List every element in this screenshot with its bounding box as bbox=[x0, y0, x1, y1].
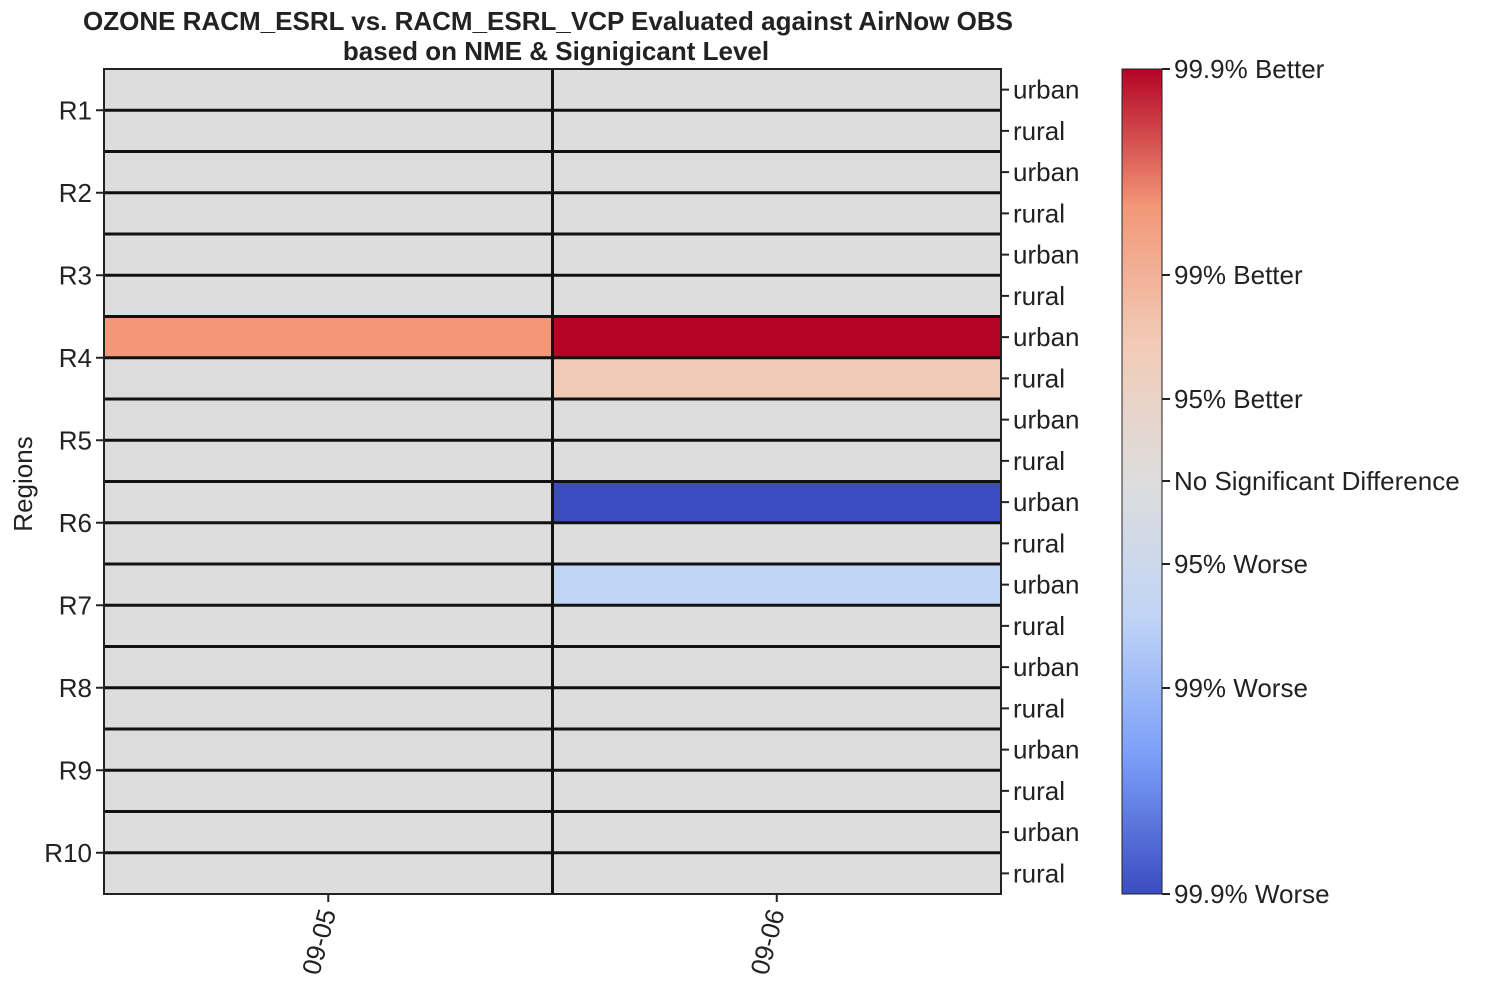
region-tick-label: R1 bbox=[59, 95, 92, 125]
chart-subtitle: based on NME & Signigicant Level bbox=[343, 36, 769, 66]
rowtype-tick-label: urban bbox=[1013, 322, 1080, 352]
chart-title: OZONE RACM_ESRL vs. RACM_ESRL_VCP Evalua… bbox=[83, 6, 1013, 36]
heatmap-cells bbox=[104, 69, 1001, 894]
colorbar-tick-label: 99.9% Better bbox=[1174, 54, 1325, 84]
rowtype-tick-label: rural bbox=[1013, 281, 1065, 311]
date-tick-label: 09-06 bbox=[744, 906, 790, 978]
heatmap-cell bbox=[552, 605, 1001, 647]
heatmap-cell bbox=[552, 522, 1001, 564]
rowtype-axis: urban rural urban rural urban rural urban rural… bbox=[1001, 75, 1080, 888]
colorbar-tick-label: 99.9% Worse bbox=[1174, 879, 1330, 909]
heatmap-cell bbox=[552, 687, 1001, 729]
rowtype-tick-label: rural bbox=[1013, 693, 1065, 723]
rowtype-tick-label: rural bbox=[1013, 611, 1065, 641]
heatmap-cell bbox=[552, 811, 1001, 853]
heatmap-cell bbox=[104, 605, 553, 647]
heatmap-cell bbox=[104, 522, 553, 564]
region-tick-label: R2 bbox=[59, 178, 92, 208]
heatmap-cell bbox=[552, 440, 1001, 482]
heatmap-cell bbox=[104, 110, 553, 152]
rowtype-tick-label: urban bbox=[1013, 240, 1080, 270]
colorbar-tick-label: 99% Better bbox=[1174, 260, 1303, 290]
heatmap-cell bbox=[104, 399, 553, 441]
heatmap-cell bbox=[552, 151, 1001, 193]
heatmap-gridlines bbox=[104, 69, 1001, 894]
y-axis-label: Regions bbox=[8, 436, 38, 531]
rowtype-tick-label: urban bbox=[1013, 75, 1080, 105]
region-tick-label: R10 bbox=[44, 838, 92, 868]
rowtype-tick-label: rural bbox=[1013, 528, 1065, 558]
rowtype-tick-label: urban bbox=[1013, 817, 1080, 847]
heatmap-cell bbox=[552, 110, 1001, 152]
colorbar-tick-label: 95% Better bbox=[1174, 384, 1303, 414]
heatmap-cell bbox=[552, 275, 1001, 317]
plot-frame bbox=[103, 68, 1002, 895]
heatmap-cell bbox=[104, 852, 553, 894]
heatmap-cell bbox=[104, 481, 553, 523]
heatmap-cell bbox=[104, 69, 553, 111]
heatmap-cell bbox=[552, 481, 1001, 523]
heatmap-cell bbox=[104, 192, 553, 234]
heatmap-cell bbox=[552, 316, 1001, 358]
heatmap-cell bbox=[104, 357, 553, 399]
heatmap-cell bbox=[104, 646, 553, 688]
heatmap-cell bbox=[552, 564, 1001, 606]
rowtype-tick-label: rural bbox=[1013, 116, 1065, 146]
region-tick-label: R8 bbox=[59, 673, 92, 703]
region-tick-label: R7 bbox=[59, 590, 92, 620]
heatmap-cell bbox=[104, 811, 553, 853]
rowtype-tick-label: rural bbox=[1013, 858, 1065, 888]
heatmap-cell bbox=[104, 234, 553, 276]
heatmap-cell bbox=[552, 192, 1001, 234]
colorbar-tick-label: 99% Worse bbox=[1174, 673, 1308, 703]
region-tick-label: R6 bbox=[59, 508, 92, 538]
colorbar bbox=[1121, 68, 1163, 895]
heatmap-cell bbox=[104, 729, 553, 771]
rowtype-tick-label: rural bbox=[1013, 198, 1065, 228]
colorbar-ticks: 99.9% Better 99% Better 95% Better No Signi… bbox=[1162, 54, 1460, 909]
colorbar-tick-label: No Significant Difference bbox=[1174, 466, 1460, 496]
region-tick-label: R4 bbox=[59, 343, 92, 373]
heatmap-cell bbox=[552, 852, 1001, 894]
rowtype-tick-label: urban bbox=[1013, 652, 1080, 682]
heatmap-cell bbox=[104, 440, 553, 482]
heatmap-cell bbox=[104, 151, 553, 193]
rowtype-tick-label: rural bbox=[1013, 776, 1065, 806]
heatmap-cell bbox=[104, 275, 553, 317]
rowtype-tick-label: rural bbox=[1013, 363, 1065, 393]
heatmap-cell bbox=[552, 234, 1001, 276]
rowtype-tick-label: urban bbox=[1013, 735, 1080, 765]
rowtype-tick-label: urban bbox=[1013, 405, 1080, 435]
region-tick-label: R5 bbox=[59, 425, 92, 455]
rowtype-tick-label: urban bbox=[1013, 157, 1080, 187]
region-tick-label: R3 bbox=[59, 260, 92, 290]
heatmap-cell bbox=[104, 770, 553, 812]
region-tick-label: R9 bbox=[59, 755, 92, 785]
colorbar-tick-label: 95% Worse bbox=[1174, 549, 1308, 579]
heatmap-cell bbox=[104, 564, 553, 606]
region-axis: R1 R2 R3 R4 R5 R6 R7 R8 R9 R10 bbox=[44, 95, 104, 868]
heatmap-cell bbox=[552, 399, 1001, 441]
heatmap-cell bbox=[552, 729, 1001, 771]
heatmap-cell bbox=[552, 646, 1001, 688]
date-tick-label: 09-05 bbox=[296, 906, 342, 978]
date-axis: 09-05 09-06 bbox=[296, 894, 791, 978]
rowtype-tick-label: rural bbox=[1013, 446, 1065, 476]
heatmap-cell bbox=[552, 770, 1001, 812]
heatmap-cell bbox=[552, 357, 1001, 399]
rowtype-tick-label: urban bbox=[1013, 570, 1080, 600]
rowtype-tick-label: urban bbox=[1013, 487, 1080, 517]
heatmap-cell bbox=[104, 316, 553, 358]
heatmap-cell bbox=[104, 687, 553, 729]
heatmap-cell bbox=[552, 69, 1001, 111]
